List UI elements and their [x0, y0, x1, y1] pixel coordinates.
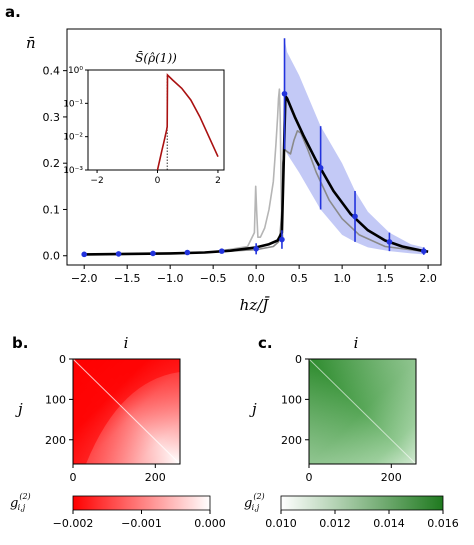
inset-x-tick-label: 0 — [155, 176, 161, 186]
heatmap-c-y-tick-label: 0 — [295, 353, 302, 366]
y-tick-label: 0.0 — [43, 250, 61, 263]
colorbar-b-label-sub: i,j — [18, 503, 26, 512]
heatmap-c-ylabel: j — [249, 400, 257, 418]
confidence-band — [281, 38, 424, 255]
colorbar-b — [72, 495, 211, 511]
heatmap-b-y-tick-label: 100 — [45, 393, 66, 406]
inset-x-tick-label: 2 — [215, 176, 221, 186]
inset-x-tick-label: −2 — [90, 176, 103, 186]
colorbar-b-tick-label: −0.002 — [53, 517, 94, 530]
inset-y-tick-label: 10⁻³ — [63, 166, 83, 176]
inset-title: S̄(ρ̂(1)) — [135, 50, 177, 65]
colorbar-c-label-sub: i,j — [252, 503, 260, 512]
series-line-black-thick — [84, 94, 429, 256]
heatmap-b-y-tick-label: 200 — [45, 434, 66, 447]
panel-label-b: b. — [12, 334, 28, 352]
data-point — [386, 239, 393, 245]
heatmap-c-xlabel: i — [354, 334, 359, 352]
x-tick-label: −1.0 — [157, 272, 184, 285]
y-tick-label: 0.4 — [43, 65, 61, 78]
panel-label-a: a. — [5, 3, 21, 21]
heatmap-b-x-tick-label: 200 — [145, 471, 166, 484]
x-tick-label: 0.5 — [290, 272, 308, 285]
heatmap-b-x-tick-label: 0 — [70, 471, 77, 484]
series-line-gray-dark — [84, 130, 429, 256]
x-tick-label: 1.0 — [333, 272, 351, 285]
x-tick-label: −2.0 — [71, 272, 98, 285]
colorbar-c-tick-label: 0.014 — [373, 517, 405, 530]
data-point — [218, 248, 225, 254]
panel-label-c: c. — [258, 334, 273, 352]
x-tick-label: −0.5 — [200, 272, 227, 285]
heatmap-b-xlabel: i — [124, 334, 129, 352]
x-tick-label: 1.5 — [376, 272, 394, 285]
heatmap-c-x-tick-label: 200 — [381, 471, 402, 484]
colorbar-c-tick-label: 0.012 — [319, 517, 351, 530]
colorbar-c — [280, 495, 444, 511]
data-point — [281, 90, 288, 97]
inset-plot: −2 0 2 10⁻³ 10⁻² 10⁻¹ 10⁰ S̄(ρ̂(1)) — [63, 50, 225, 186]
heatmap-b-frame — [72, 358, 181, 465]
heatmap-c-image — [308, 358, 417, 465]
heatmap-c-frame — [308, 358, 417, 465]
colorbar-c-tick-label: 0.016 — [427, 517, 459, 530]
data-point — [253, 246, 259, 252]
x-tick-label: −1.5 — [114, 272, 141, 285]
heatmap-c-y-tick-label: 200 — [281, 434, 302, 447]
inset-series-line — [156, 73, 219, 171]
data-point — [421, 248, 427, 254]
data-point — [279, 236, 285, 243]
main-plot-frame — [66, 28, 442, 266]
heatmap-b-y-tick-label: 0 — [59, 353, 66, 366]
series-line-gray-light — [84, 88, 284, 256]
colorbar-c-label-g: g — [244, 496, 252, 511]
x-tick-label: 2.0 — [419, 272, 437, 285]
main-plot: −2.0 −1.5 −1.0 −0.5 0.0 0.5 1.0 1.5 2.0 0.0 0.1 0.… — [26, 28, 442, 314]
inset-y-tick-label: 10⁻² — [63, 133, 83, 143]
data-point — [115, 251, 122, 257]
heatmap-c-x-tick-label: 0 — [306, 471, 313, 484]
colorbar-b-label-g: g — [10, 496, 18, 511]
heatmap-c-y-tick-label: 100 — [281, 393, 302, 406]
x-tick-label: 0.0 — [247, 272, 265, 285]
heatmap-b: i 0 200 0 100 200 j −0.002 −0.001 0.000 g(2) i… — [10, 334, 226, 530]
colorbar-b-tick-label: −0.001 — [121, 517, 162, 530]
data-point — [352, 213, 358, 220]
heatmap-b-ylabel: j — [15, 400, 23, 418]
main-xlabel: hz/J̄ — [240, 296, 270, 314]
heatmap-c: i 0 200 0 100 200 j 0.010 0.012 0.014 0.016 g(… — [244, 334, 459, 530]
main-ylabel: n̄ — [26, 34, 36, 52]
colorbar-b-label-sup: (2) — [19, 492, 30, 501]
data-point — [81, 251, 87, 258]
data-point — [150, 250, 156, 257]
y-tick-label: 0.1 — [43, 203, 61, 216]
heatmap-b-image — [72, 358, 181, 465]
colorbar-c-label-sup: (2) — [253, 492, 264, 501]
y-tick-label: 0.3 — [43, 111, 61, 124]
colorbar-b-label: g(2) i,j — [10, 492, 31, 512]
inset-frame — [87, 69, 225, 171]
inset-y-tick-label: 10⁻¹ — [63, 99, 83, 109]
colorbar-b-tick-label: 0.000 — [194, 517, 226, 530]
inset-y-tick-label: 10⁰ — [68, 66, 83, 76]
data-point — [317, 165, 324, 171]
y-tick-label: 0.2 — [43, 157, 61, 170]
colorbar-c-tick-label: 0.010 — [265, 517, 297, 530]
data-point — [184, 249, 191, 256]
colorbar-c-label: g(2) i,j — [244, 492, 265, 512]
